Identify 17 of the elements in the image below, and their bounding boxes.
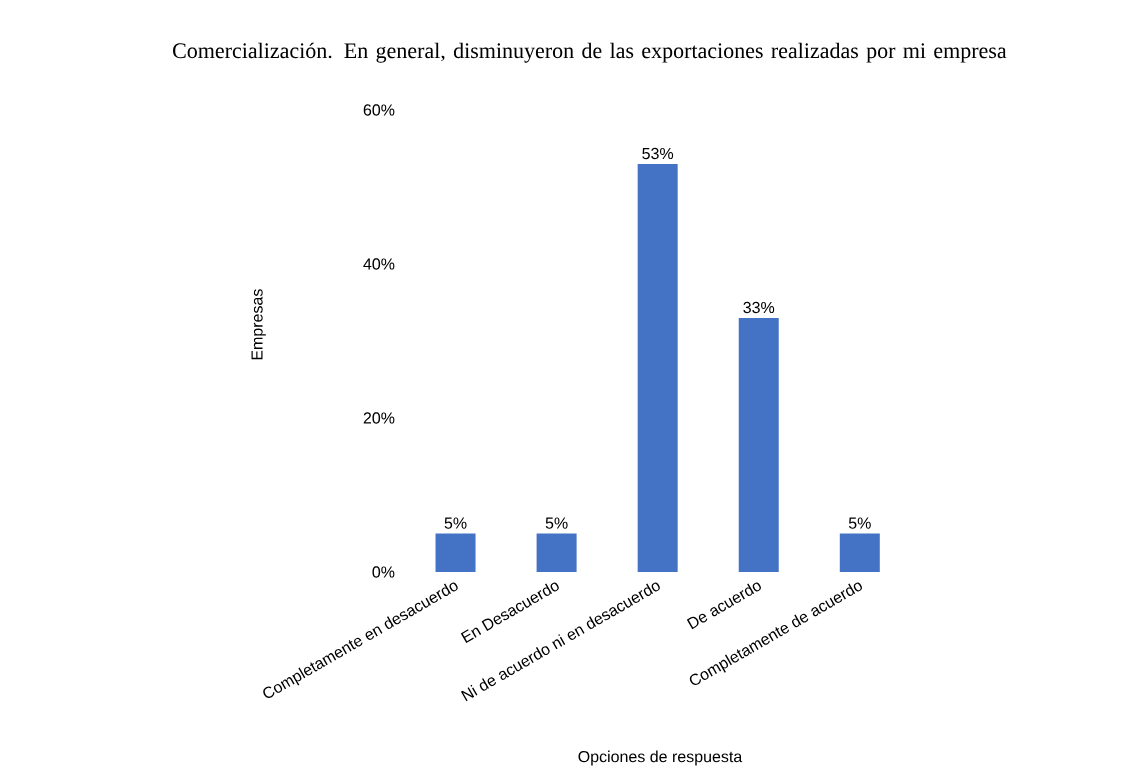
data-label: 5% xyxy=(444,517,467,529)
y-tick-label: 0% xyxy=(372,566,395,578)
chart-title: Comercialización. En general, disminuyeron de las exportaciones realizadas por mi empresa xyxy=(173,42,1007,63)
y-tick-label: 60% xyxy=(363,104,395,116)
data-label: 5% xyxy=(545,517,568,529)
y-tick-label: 20% xyxy=(363,412,395,424)
y-tick-label: 40% xyxy=(363,258,395,270)
bar xyxy=(536,533,577,572)
bar xyxy=(839,533,880,572)
data-label: 53% xyxy=(642,147,674,160)
bar xyxy=(435,533,476,572)
x-axis-title: Opciones de respuesta xyxy=(578,750,743,766)
data-label: 5% xyxy=(848,517,871,529)
y-axis-title: Empresas xyxy=(251,289,266,360)
data-label: 33% xyxy=(743,301,775,314)
bar xyxy=(738,317,779,572)
bar xyxy=(637,163,678,572)
